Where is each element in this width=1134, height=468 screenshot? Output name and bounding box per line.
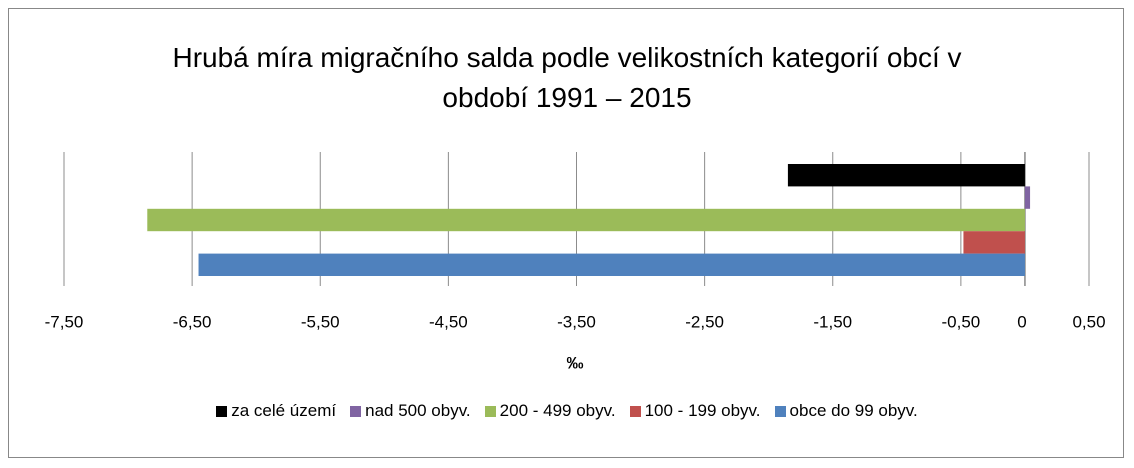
x-tick-label: 0,50 [1072, 312, 1105, 331]
chart-title: Hrubá míra migračního salda podle veliko… [172, 42, 962, 113]
legend: za celé území nad 500 obyv. 200 - 499 obyv… [0, 401, 1134, 421]
legend-item: 200 - 499 obyv. [484, 401, 616, 421]
legend-label: obce do 99 obyv. [789, 401, 918, 420]
x-axis-label: ‰ [567, 353, 584, 372]
x-tick-label: -0,50 [942, 312, 981, 331]
x-tick-label: -7,50 [45, 312, 84, 331]
bar [963, 231, 1025, 254]
bar [1024, 186, 1031, 209]
legend-item: obce do 99 obyv. [774, 401, 918, 421]
x-tick-label: -1,50 [813, 312, 852, 331]
legend-swatch [774, 405, 786, 417]
x-tick-label: -6,50 [173, 312, 212, 331]
x-tick-label: -4,50 [429, 312, 468, 331]
bar [787, 164, 1025, 187]
legend-label: nad 500 obyv. [365, 401, 471, 420]
bar [147, 208, 1025, 232]
legend-item: nad 500 obyv. [350, 401, 471, 421]
legend-label: 200 - 499 obyv. [499, 401, 616, 420]
legend-label: 100 - 199 obyv. [644, 401, 761, 420]
x-tick-label: -3,50 [557, 312, 596, 331]
x-tick-label: 0 [1017, 312, 1026, 331]
legend-swatch [216, 405, 228, 417]
chart-frame [8, 8, 1124, 458]
legend-item: za celé území [216, 401, 336, 421]
legend-swatch [350, 405, 362, 417]
legend-item: 100 - 199 obyv. [629, 401, 761, 421]
legend-swatch [629, 405, 641, 417]
x-tick-label: -5,50 [301, 312, 340, 331]
legend-swatch [484, 405, 496, 417]
legend-label: za celé území [231, 401, 337, 420]
x-tick-label: -2,50 [685, 312, 724, 331]
bar [198, 253, 1025, 276]
